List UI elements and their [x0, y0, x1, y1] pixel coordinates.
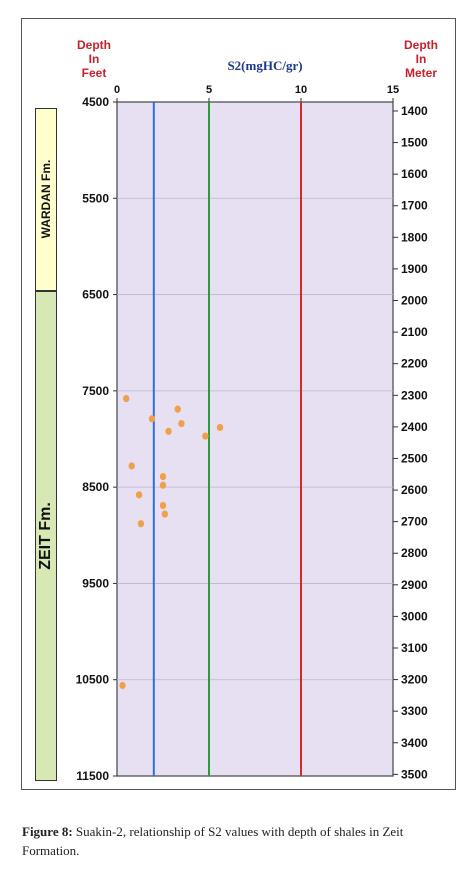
right-axis-label-line: Depth [404, 38, 438, 52]
right-axis-label-line: In [415, 52, 427, 66]
formation-band: ZEIT Fm. [35, 290, 57, 781]
figure-caption: Figure 8: Suakin-2, relationship of S2 v… [22, 822, 457, 860]
left-axis-label-line: Feet [81, 66, 107, 80]
right-axis-label-line: Meter [404, 66, 437, 80]
left-axis-label-line: Depth [77, 38, 111, 52]
formation-label: WARDAN Fm. [39, 159, 53, 239]
caption-text: Suakin-2, relationship of S2 values with… [22, 824, 404, 858]
left-axis-label: Depth In Feet [68, 38, 120, 80]
figure-frame [21, 18, 456, 790]
chart-title: S2(mgHC/gr) [227, 58, 303, 73]
formation-column: WARDAN Fm. ZEIT Fm. [35, 108, 57, 781]
left-axis-label-line: In [88, 52, 100, 66]
caption-label: Figure 8: [22, 824, 73, 839]
formation-label: ZEIT Fm. [37, 502, 54, 570]
right-axis-label: Depth In Meter [396, 38, 446, 80]
formation-band: WARDAN Fm. [35, 108, 57, 291]
